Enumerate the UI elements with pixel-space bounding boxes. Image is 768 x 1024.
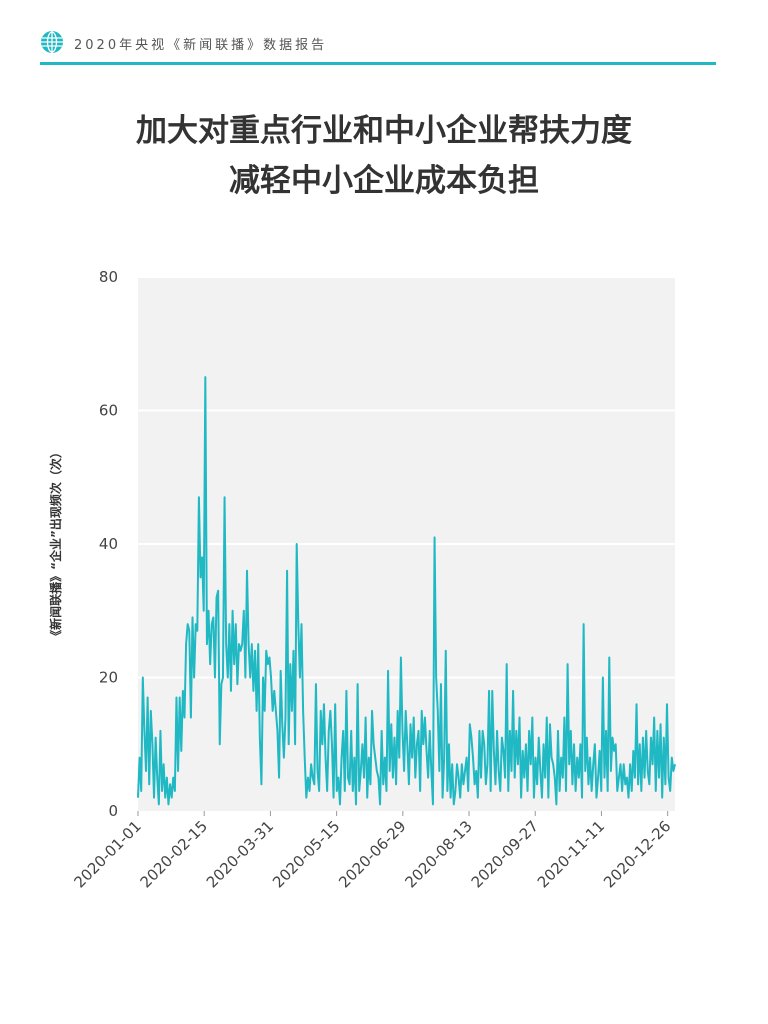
y-tick-label: 80 [99, 268, 118, 286]
page-header: 2020年央视《新闻联播》数据报告 [40, 28, 716, 65]
y-axis: 0 20 40 60 80 [99, 268, 118, 820]
page-title: 加大对重点行业和中小企业帮扶力度 减轻中小企业成本负担 [0, 106, 768, 206]
x-tick-label: 2020-01-01 [70, 817, 144, 891]
x-tick-label: 2020-08-13 [401, 817, 475, 891]
series-line [137, 376, 676, 806]
x-axis: 2020-01-012020-02-152020-03-312020-05-15… [70, 811, 674, 891]
x-tick-label: 2020-06-29 [335, 817, 409, 891]
y-tick-label: 20 [99, 669, 118, 687]
y-axis-label: 《新闻联播》“企业”出现频次（次） [48, 446, 63, 642]
x-tick-label: 2020-03-31 [203, 817, 277, 891]
x-tick-label: 2020-05-15 [269, 817, 343, 891]
x-tick-label: 2020-12-26 [600, 817, 674, 891]
x-tick-label: 2020-09-27 [468, 817, 542, 891]
x-tick-label: 2020-02-15 [137, 817, 211, 891]
y-tick-label: 40 [99, 535, 118, 553]
y-tick-label: 60 [99, 402, 118, 420]
x-tick-label: 2020-11-11 [534, 817, 608, 891]
title-line-1: 加大对重点行业和中小企业帮扶力度 [136, 113, 632, 149]
line-chart: 0 20 40 60 80 2020-01-012020-02-152020-03-31… [48, 268, 676, 891]
globe-icon [41, 31, 63, 53]
y-tick-label: 0 [108, 802, 118, 820]
header-title: 2020年央视《新闻联播》数据报告 [74, 38, 328, 53]
title-line-2: 减轻中小企业成本负担 [229, 163, 539, 199]
